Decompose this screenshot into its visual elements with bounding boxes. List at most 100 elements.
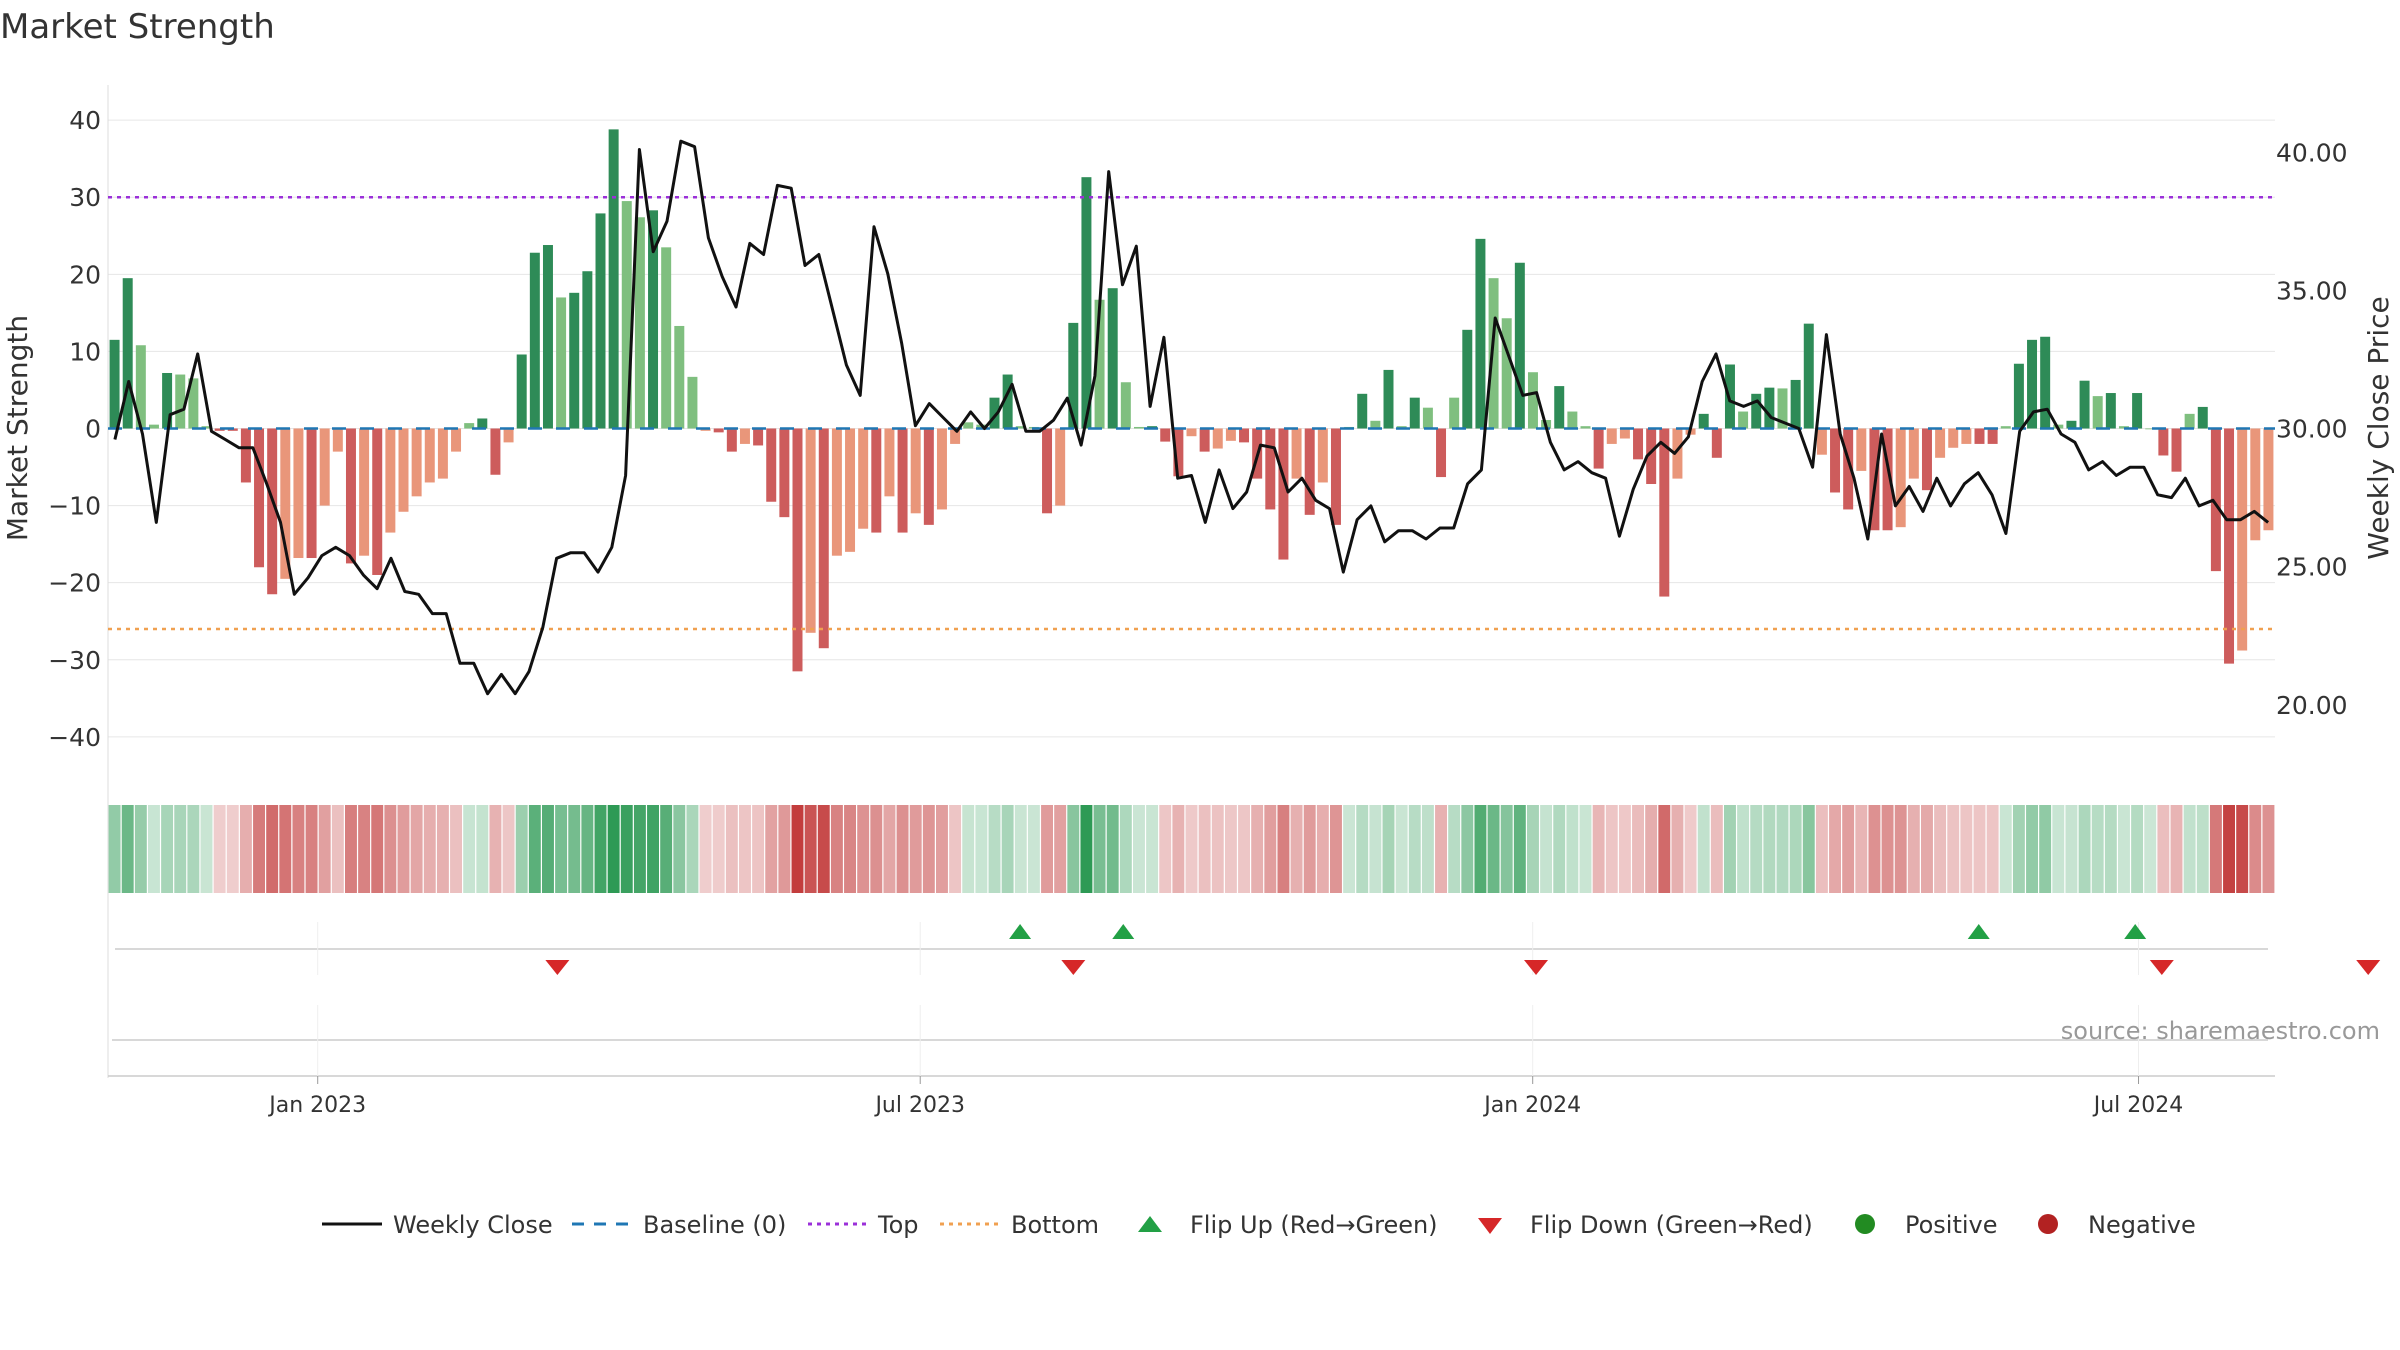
- strength-bar: [1843, 428, 1854, 510]
- strength-bar: [2237, 428, 2248, 651]
- heat-cell: [239, 805, 252, 893]
- heat-cell: [226, 805, 239, 893]
- heat-cell: [936, 805, 948, 893]
- flip-markers: [115, 922, 2381, 975]
- heat-cell: [739, 805, 751, 893]
- strength-bar: [1173, 428, 1184, 477]
- x-tick-label: Jan 2023: [267, 1093, 366, 1118]
- heat-cell: [568, 805, 581, 893]
- strength-bar: [293, 428, 304, 559]
- strength-bar: [648, 210, 659, 429]
- heat-cell: [2104, 805, 2117, 893]
- heat-cell: [857, 805, 870, 893]
- strength-bar: [437, 428, 448, 479]
- strength-bar: [1646, 428, 1657, 485]
- strength-bar: [1212, 428, 1223, 449]
- strength-bar: [2210, 428, 2221, 572]
- heat-cell: [870, 805, 883, 893]
- heat-cell: [660, 805, 673, 893]
- strength-bar: [1042, 428, 1053, 514]
- heat-cell: [542, 805, 554, 893]
- strength-bar: [1107, 288, 1118, 429]
- heat-cell: [279, 805, 292, 893]
- heat-cell: [1737, 805, 1750, 893]
- heat-cell: [1185, 805, 1198, 893]
- y-tick-label: 40: [69, 106, 101, 135]
- heat-cell: [2118, 805, 2130, 893]
- heat-cell: [765, 805, 778, 893]
- strength-bar: [516, 354, 527, 429]
- strength-bar: [2013, 363, 2024, 429]
- strength-bar: [162, 372, 173, 429]
- heat-cell: [962, 805, 975, 893]
- strength-bar: [1908, 428, 1919, 479]
- strength-bar: [805, 428, 816, 633]
- strength-bar: [595, 213, 606, 429]
- heat-cell: [1054, 805, 1067, 893]
- heat-cell: [331, 805, 344, 893]
- strength-bar: [1449, 397, 1460, 429]
- heat-cell: [1435, 805, 1447, 893]
- strength-bar: [1120, 382, 1131, 429]
- heat-cell: [1684, 805, 1697, 893]
- strength-bar: [1488, 278, 1499, 429]
- heat-cell: [266, 805, 279, 893]
- heat-cell: [1500, 805, 1513, 893]
- strength-bar: [1239, 428, 1250, 443]
- strength-bar: [2092, 396, 2103, 429]
- strength-bar: [1094, 299, 1105, 429]
- strength-bar: [1409, 397, 1420, 429]
- heat-cell: [2039, 805, 2052, 893]
- heat-cell: [791, 805, 804, 893]
- heat-cell: [673, 805, 686, 893]
- heat-cell: [830, 805, 843, 893]
- legend-positive-swatch: [1855, 1214, 1875, 1234]
- heat-cell: [397, 805, 410, 893]
- heat-cell: [187, 805, 200, 893]
- heat-cell: [1356, 805, 1369, 893]
- strength-bar: [1593, 428, 1604, 469]
- heat-cell: [515, 805, 528, 893]
- heat-cell: [1133, 805, 1145, 893]
- heat-cell: [1448, 805, 1461, 893]
- y2-ticks: 40.00 35.00 30.00 25.00 20.00: [2276, 138, 2348, 720]
- heat-cell: [1027, 805, 1040, 893]
- heat-cell: [988, 805, 1001, 893]
- heat-cell: [345, 805, 357, 893]
- heat-cell: [1513, 805, 1526, 893]
- strength-bar: [936, 428, 947, 510]
- strength-bar: [2027, 339, 2038, 429]
- strength-bar: [1974, 428, 1985, 444]
- heat-cell: [2144, 805, 2157, 893]
- strength-bar: [503, 428, 514, 443]
- heat-cell: [108, 805, 121, 893]
- heat-cell: [1330, 805, 1342, 893]
- lower-panel: [108, 1005, 2275, 1077]
- heat-cell: [1540, 805, 1553, 893]
- heat-cell: [2209, 805, 2222, 893]
- strength-bar: [713, 428, 724, 433]
- y-axis-label: Market Strength: [1, 315, 34, 541]
- heat-cell: [1080, 805, 1093, 893]
- heat-cell: [253, 805, 265, 893]
- heat-cell: [2157, 805, 2170, 893]
- heat-cell: [1303, 805, 1316, 893]
- strength-bar: [2171, 428, 2182, 472]
- heat-cell: [581, 805, 594, 893]
- strength-bar: [884, 428, 895, 497]
- heat-cell: [1592, 805, 1605, 893]
- strength-bar: [1133, 426, 1144, 429]
- heat-cell: [2183, 805, 2196, 893]
- strength-bar: [621, 201, 632, 429]
- strength-bar: [963, 422, 974, 429]
- strength-bar: [1081, 177, 1092, 429]
- strength-bar: [608, 129, 619, 429]
- heat-cell: [463, 805, 476, 893]
- strength-bar: [950, 428, 961, 444]
- chart-title: Market Strength: [0, 7, 275, 47]
- reference-lines: [108, 195, 2275, 631]
- grid-lines: [107, 85, 2275, 1078]
- heat-cell: [2262, 805, 2275, 893]
- heat-cell: [1763, 805, 1776, 893]
